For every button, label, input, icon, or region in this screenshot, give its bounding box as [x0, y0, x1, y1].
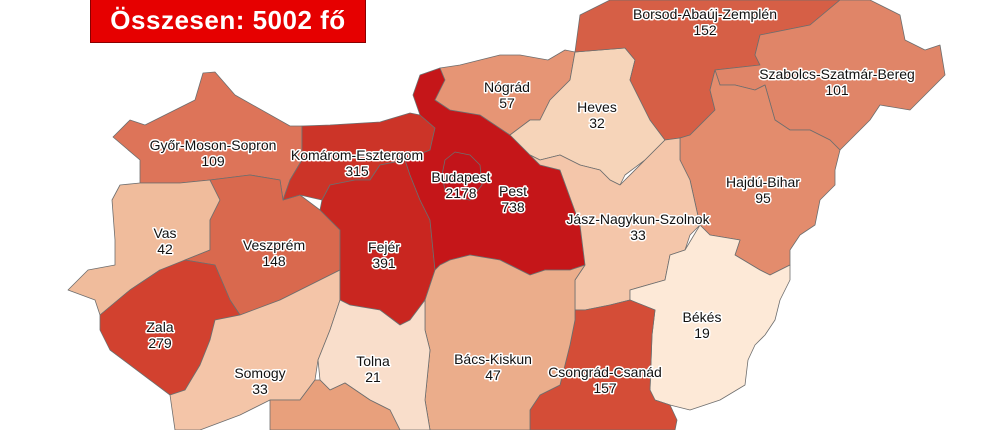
county-name-label: Pest: [499, 183, 527, 199]
county-name-label: Zala: [146, 319, 173, 335]
county-name-label: Szabolcs-Szatmár-Bereg: [759, 66, 915, 82]
county-name-label: Tolna: [356, 353, 390, 369]
county-name-label: Budapest: [431, 169, 490, 185]
total-text: Összesen: 5002 fő: [110, 5, 346, 35]
county-value-label: 32: [589, 115, 605, 131]
county-value-label: 315: [345, 163, 369, 179]
county-value-label: 57: [499, 95, 515, 111]
county-value-label: 47: [485, 367, 501, 383]
county-value-label: 2178: [445, 185, 476, 201]
county-name-label: Vas: [153, 225, 176, 241]
county-baranya: [269, 379, 401, 430]
county-name-label: Heves: [577, 99, 617, 115]
county-name-label: Nógrád: [484, 79, 530, 95]
county-name-label: Győr-Moson-Sopron: [150, 137, 277, 153]
county-budapest: [441, 151, 483, 201]
county-value-label: 19: [694, 325, 710, 341]
county-value-label: 33: [252, 381, 268, 397]
county-name-label: Hajdú-Bihar: [726, 174, 800, 190]
county-value-label: 148: [262, 253, 286, 269]
county-name-label: Borsod-Abaúj-Zemplén: [633, 6, 777, 22]
county-value-label: 738: [501, 199, 525, 215]
county-value-label: 109: [201, 153, 225, 169]
county-value-label: 42: [157, 241, 173, 257]
county-name-label: Jász-Nagykun-Szolnok: [566, 211, 710, 227]
county-value-label: 33: [630, 227, 646, 243]
county-value-label: 152: [693, 22, 717, 38]
county-value-label: 95: [755, 190, 771, 206]
county-name-label: Békés: [683, 309, 722, 325]
county-name-label: Komárom-Esztergom: [291, 147, 423, 163]
county-value-label: 157: [593, 380, 617, 396]
county-value-label: 101: [825, 82, 849, 98]
county-value-label: 391: [372, 255, 396, 271]
county-name-label: Somogy: [234, 365, 285, 381]
county-name-label: Veszprém: [243, 237, 305, 253]
county-name-label: Bács-Kiskun: [454, 351, 532, 367]
county-value-label: 279: [148, 335, 172, 351]
county-name-label: Csongrád-Csanád: [548, 364, 662, 380]
total-banner: Összesen: 5002 fő: [90, 0, 366, 43]
county-name-label: Fejér: [368, 239, 400, 255]
county-nograd: [434, 49, 576, 136]
county-value-label: 21: [365, 369, 381, 385]
